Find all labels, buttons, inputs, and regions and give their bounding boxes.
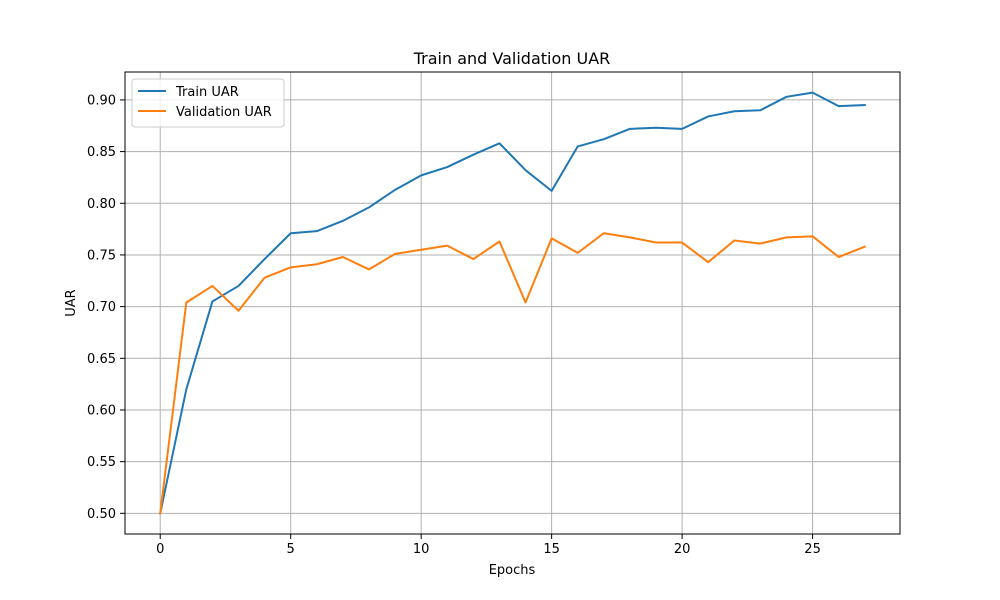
data-point-train-uar [316,230,318,232]
data-point-validation-uar [289,266,291,268]
data-point-train-uar [498,142,500,144]
legend: Train UAR Validation UAR [131,78,285,128]
x-tick-label: 10 [413,542,430,557]
data-point-validation-uar [707,261,709,263]
x-tick-label: 25 [804,542,821,557]
data-point-train-uar [446,166,448,168]
data-point-train-uar [681,128,683,130]
data-point-train-uar [472,153,474,155]
data-point-train-uar [577,145,579,147]
data-point-train-uar [655,127,657,129]
data-point-train-uar [289,232,291,234]
data-point-train-uar [707,115,709,117]
data-point-train-uar [420,174,422,176]
data-point-validation-uar [733,239,735,241]
data-point-train-uar [603,138,605,140]
data-point-validation-uar [316,263,318,265]
data-point-train-uar [629,128,631,130]
data-point-train-uar [785,96,787,98]
legend-label-validation-uar: Validation UAR [176,105,272,120]
data-point-validation-uar [472,258,474,260]
data-point-validation-uar [342,256,344,258]
data-point-train-uar [185,388,187,390]
y-axis-label: UAR [64,289,79,316]
data-point-validation-uar [577,252,579,254]
data-point-train-uar [237,285,239,287]
data-point-validation-uar [263,276,265,278]
chart-title: Train and Validation UAR [413,49,611,68]
data-point-train-uar [394,189,396,191]
y-tick-label: 0.70 [87,300,116,315]
x-tick-label: 5 [287,542,295,557]
plot-frame [124,71,901,535]
data-point-train-uar [864,104,866,106]
x-tick-label: 0 [156,542,164,557]
x-tick-label: 20 [674,542,691,557]
series-line-validation-uar [159,232,867,515]
y-tick-label: 0.50 [87,507,116,522]
data-point-validation-uar [524,301,526,303]
x-axis-ticks: 0 5 10 15 20 25 [156,534,821,557]
data-point-validation-uar [237,310,239,312]
data-point-validation-uar [681,241,683,243]
data-point-train-uar [759,109,761,111]
y-tick-label: 0.85 [87,145,116,160]
data-point-train-uar [524,169,526,171]
data-point-validation-uar [185,301,187,303]
series-line-train-uar [159,91,866,515]
x-axis-label: Epochs [489,563,536,578]
data-point-train-uar [733,110,735,112]
data-point-validation-uar [550,237,552,239]
data-point-validation-uar [420,249,422,251]
y-tick-label: 0.60 [87,403,116,418]
data-point-validation-uar [785,236,787,238]
y-tick-label: 0.90 [87,93,116,108]
data-point-train-uar [342,220,344,222]
data-point-validation-uar [837,256,839,258]
series-lines [159,91,867,515]
y-tick-label: 0.80 [87,197,116,212]
data-point-validation-uar [394,253,396,255]
y-axis-ticks: 0.50 0.55 0.60 0.65 0.70 0.75 0.80 0.85 0.90 [87,93,125,522]
data-point-validation-uar [629,236,631,238]
data-point-validation-uar [811,235,813,237]
data-point-validation-uar [864,245,866,247]
data-point-validation-uar [603,232,605,234]
y-tick-label: 0.75 [87,248,116,263]
plot-area [125,72,900,534]
data-point-validation-uar [211,285,213,287]
data-point-validation-uar [498,240,500,242]
y-tick-label: 0.65 [87,352,116,367]
data-point-validation-uar [655,241,657,243]
legend-box [131,78,285,128]
data-point-train-uar [811,91,813,93]
data-point-validation-uar [159,512,161,514]
legend-label-train-uar: Train UAR [175,85,239,100]
data-point-train-uar [263,258,265,260]
data-point-validation-uar [759,242,761,244]
data-point-validation-uar [446,244,448,246]
x-tick-label: 15 [543,542,560,557]
y-tick-label: 0.55 [87,455,116,470]
data-point-train-uar [368,206,370,208]
grid-lines [125,72,900,534]
data-point-train-uar [837,105,839,107]
data-point-train-uar [211,300,213,302]
data-point-validation-uar [368,268,370,270]
data-point-train-uar [550,190,552,192]
